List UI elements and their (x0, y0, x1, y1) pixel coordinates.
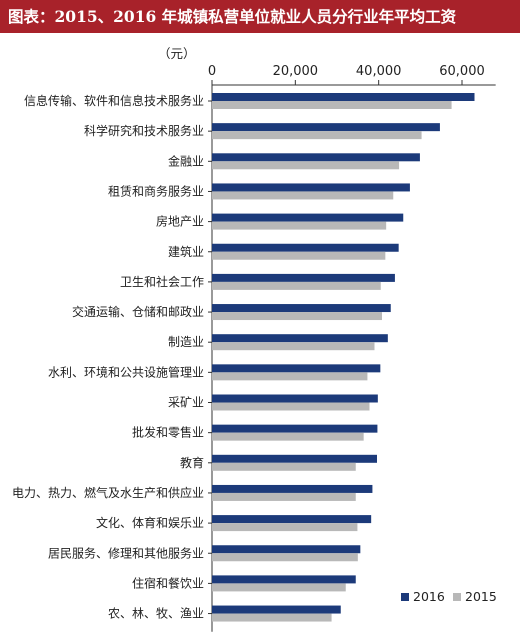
bar-2015 (212, 281, 381, 290)
bar-2016 (212, 545, 361, 554)
bar-2016 (212, 454, 377, 463)
bar-2016 (212, 93, 475, 101)
bar-2015 (212, 583, 346, 592)
bar-2015 (212, 553, 358, 562)
bar-2015 (212, 523, 358, 532)
x-tick-label: 60,000 (439, 64, 485, 79)
bar-2016 (212, 424, 378, 433)
legend-label-2016: 2016 (413, 589, 445, 604)
category-label: 金融业 (168, 153, 204, 168)
bar-2015 (212, 432, 364, 441)
category-label: 科学研究和技术服务业 (84, 123, 204, 138)
unit-label: （元） (158, 46, 196, 61)
chart-title: 图表：2015、2016 年城镇私营单位就业人员分行业年平均工资 (0, 0, 520, 33)
bar-2016 (212, 304, 391, 313)
x-tick-label: 20,000 (273, 64, 319, 79)
bar-2016 (212, 364, 381, 373)
bar-2015 (212, 402, 370, 411)
bar-2015 (212, 312, 382, 321)
category-label: 建筑业 (168, 244, 204, 259)
bar-2015 (212, 251, 386, 260)
category-label: 水利、环境和公共设施管理业 (48, 364, 204, 379)
bar-2016 (212, 394, 378, 403)
category-label: 电力、热力、燃气及水生产和供应业 (12, 485, 204, 500)
bar-2015 (212, 613, 332, 622)
category-label: 农、林、牧、渔业 (108, 607, 204, 621)
category-label: 文化、体育和娱乐业 (96, 515, 204, 530)
category-label: 居民服务、修理和其他服务业 (48, 545, 204, 560)
bar-2015 (212, 342, 375, 351)
bar-chart: （元） 0 20,000 40,000 60,000 信息传输、软件和信息技术服务业科… (12, 46, 497, 632)
category-label: 房地产业 (156, 214, 204, 229)
bar-2016 (212, 273, 395, 282)
bar-2015 (212, 161, 400, 170)
bar-2015 (212, 221, 387, 230)
bar-2016 (212, 243, 399, 252)
category-labels: 信息传输、软件和信息技术服务业科学研究和技术服务业金融业租赁和商务服务业房地产业… (12, 93, 212, 621)
category-label: 住宿和餐饮业 (132, 575, 204, 590)
bar-2015 (212, 191, 394, 200)
bar-2016 (212, 575, 356, 584)
category-label: 租赁和商务服务业 (108, 183, 204, 198)
bar-2016 (212, 183, 410, 192)
bar-2016 (212, 605, 341, 614)
bar-2015 (212, 372, 368, 381)
category-label: 信息传输、软件和信息技术服务业 (24, 93, 204, 108)
bar-2015 (212, 462, 356, 471)
legend-label-2015: 2015 (465, 589, 497, 604)
legend-swatch-2015 (453, 593, 461, 601)
bars (212, 93, 475, 622)
category-label: 教育 (180, 455, 204, 470)
bar-2016 (212, 123, 440, 132)
bar-2016 (212, 153, 420, 162)
bar-2016 (212, 484, 373, 493)
category-label: 批发和零售业 (132, 425, 204, 440)
legend-swatch-2016 (401, 593, 409, 601)
category-label: 采矿业 (168, 396, 204, 410)
x-tick-label: 40,000 (356, 64, 402, 79)
legend: 2016 2015 (401, 589, 497, 604)
category-label: 卫生和社会工作 (120, 274, 204, 289)
x-axis: 0 20,000 40,000 60,000 (208, 64, 496, 632)
category-label: 制造业 (168, 335, 204, 349)
category-label: 交通运输、仓储和邮政业 (72, 304, 204, 319)
bar-2015 (212, 101, 452, 109)
x-tick-label: 0 (208, 64, 216, 79)
bar-2016 (212, 515, 372, 524)
bar-2016 (212, 213, 404, 222)
bar-2015 (212, 131, 422, 140)
bar-2016 (212, 334, 388, 343)
bar-2015 (212, 492, 356, 501)
